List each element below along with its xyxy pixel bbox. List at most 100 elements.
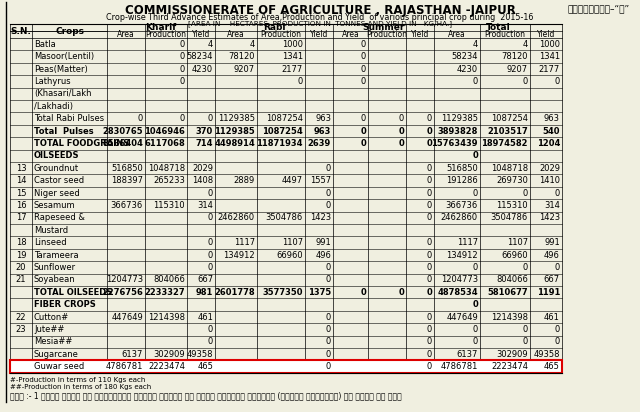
Text: Rabi: Rabi [263, 23, 285, 32]
Text: 0: 0 [361, 114, 366, 123]
Text: 9207: 9207 [234, 65, 255, 73]
Text: 0: 0 [427, 325, 432, 334]
Text: 1410: 1410 [539, 176, 560, 185]
Text: 2462860: 2462860 [441, 213, 478, 222]
Text: 1129385: 1129385 [218, 114, 255, 123]
Text: Yield: Yield [411, 30, 429, 39]
Text: 3893828: 3893828 [438, 126, 478, 136]
Text: S.N.: S.N. [11, 26, 31, 35]
Text: 11871934: 11871934 [257, 139, 303, 148]
Text: 0: 0 [427, 263, 432, 272]
Text: 0: 0 [398, 288, 404, 297]
Text: /Lakhadi): /Lakhadi) [34, 102, 73, 111]
Text: 2233327: 2233327 [145, 288, 185, 297]
Text: 0: 0 [523, 325, 528, 334]
Text: 516850: 516850 [446, 164, 478, 173]
Text: 0: 0 [326, 201, 331, 210]
Text: 14: 14 [16, 176, 26, 185]
Text: Mustard: Mustard [34, 226, 68, 235]
Text: 0: 0 [555, 77, 560, 86]
Text: 0: 0 [208, 238, 213, 247]
Text: 0: 0 [298, 77, 303, 86]
Text: 0: 0 [208, 213, 213, 222]
Text: 0: 0 [326, 312, 331, 321]
Text: 0: 0 [326, 263, 331, 272]
Text: 2103517: 2103517 [487, 126, 528, 136]
Text: 1423: 1423 [539, 213, 560, 222]
Text: 6117068: 6117068 [144, 139, 185, 148]
Text: 2223474: 2223474 [148, 362, 185, 371]
Text: 115310: 115310 [497, 201, 528, 210]
Text: 2601778: 2601778 [214, 288, 255, 297]
Text: Groundnut: Groundnut [34, 164, 79, 173]
Text: 981: 981 [196, 288, 213, 297]
Text: 4230: 4230 [457, 65, 478, 73]
Text: 0: 0 [399, 114, 404, 123]
Text: 0: 0 [180, 65, 185, 73]
Text: Area: Area [227, 30, 245, 39]
Text: 6137: 6137 [456, 350, 478, 359]
Text: 0: 0 [326, 325, 331, 334]
Text: 0: 0 [208, 325, 213, 334]
Text: 3504786: 3504786 [266, 213, 303, 222]
Text: 1423: 1423 [310, 213, 331, 222]
Text: 0: 0 [208, 189, 213, 197]
Text: Production: Production [367, 30, 408, 39]
Text: 1191: 1191 [536, 288, 560, 297]
Text: 4786781: 4786781 [106, 362, 143, 371]
Text: 963: 963 [314, 126, 331, 136]
Text: 1375: 1375 [308, 288, 331, 297]
Text: 0: 0 [360, 139, 366, 148]
Text: 265233: 265233 [153, 176, 185, 185]
Text: 0: 0 [180, 77, 185, 86]
Text: 0: 0 [473, 325, 478, 334]
Text: 496: 496 [544, 250, 560, 260]
Text: Yield: Yield [310, 30, 328, 39]
Text: 0: 0 [523, 263, 528, 272]
Text: 2639: 2639 [308, 139, 331, 148]
Text: 4498914: 4498914 [214, 139, 255, 148]
Text: Area: Area [117, 30, 135, 39]
Text: Masoor(Lentil): Masoor(Lentil) [34, 52, 94, 61]
Text: 1408: 1408 [192, 176, 213, 185]
Text: Production: Production [484, 30, 525, 39]
Text: 1129385: 1129385 [441, 114, 478, 123]
Text: 269730: 269730 [496, 176, 528, 185]
Text: 1046946: 1046946 [144, 126, 185, 136]
Text: 465: 465 [197, 362, 213, 371]
Text: Linseed: Linseed [34, 238, 67, 247]
Text: 2029: 2029 [539, 164, 560, 173]
Text: TOTAL FOODGRAINS: TOTAL FOODGRAINS [34, 139, 129, 148]
Text: 19: 19 [16, 250, 26, 260]
Text: Sesamum: Sesamum [34, 201, 76, 210]
Text: 2223474: 2223474 [491, 362, 528, 371]
Text: [AREA IN  - HECTARES, PRODUCTION IN -TONNES AND YIELD IN - KG/HA.]: [AREA IN - HECTARES, PRODUCTION IN -TONN… [188, 20, 452, 27]
Text: 15763439: 15763439 [431, 139, 478, 148]
Text: 134912: 134912 [446, 250, 478, 260]
Text: 4: 4 [473, 40, 478, 49]
Text: 58234: 58234 [451, 52, 478, 61]
Text: 1341: 1341 [282, 52, 303, 61]
Text: 0: 0 [426, 126, 432, 136]
Text: 0: 0 [360, 126, 366, 136]
Text: 134912: 134912 [223, 250, 255, 260]
Text: Sugarcane: Sugarcane [34, 350, 79, 359]
Text: 191286: 191286 [446, 176, 478, 185]
Text: Production: Production [145, 30, 186, 39]
Text: 0: 0 [427, 201, 432, 210]
Text: Kharif: Kharif [145, 23, 177, 32]
Text: 0: 0 [427, 164, 432, 173]
Text: 66960: 66960 [276, 250, 303, 260]
Text: Yield: Yield [537, 30, 555, 39]
Text: 1000: 1000 [539, 40, 560, 49]
Text: 5810677: 5810677 [488, 288, 528, 297]
Text: 2462860: 2462860 [218, 213, 255, 222]
Text: Niger seed: Niger seed [34, 189, 80, 197]
Text: Mesia##: Mesia## [34, 337, 72, 346]
Text: Area: Area [448, 30, 466, 39]
Text: 0: 0 [326, 362, 331, 371]
Text: 1048718: 1048718 [148, 164, 185, 173]
Text: Jute##: Jute## [34, 325, 65, 334]
Text: 991: 991 [544, 238, 560, 247]
Text: 461: 461 [197, 312, 213, 321]
